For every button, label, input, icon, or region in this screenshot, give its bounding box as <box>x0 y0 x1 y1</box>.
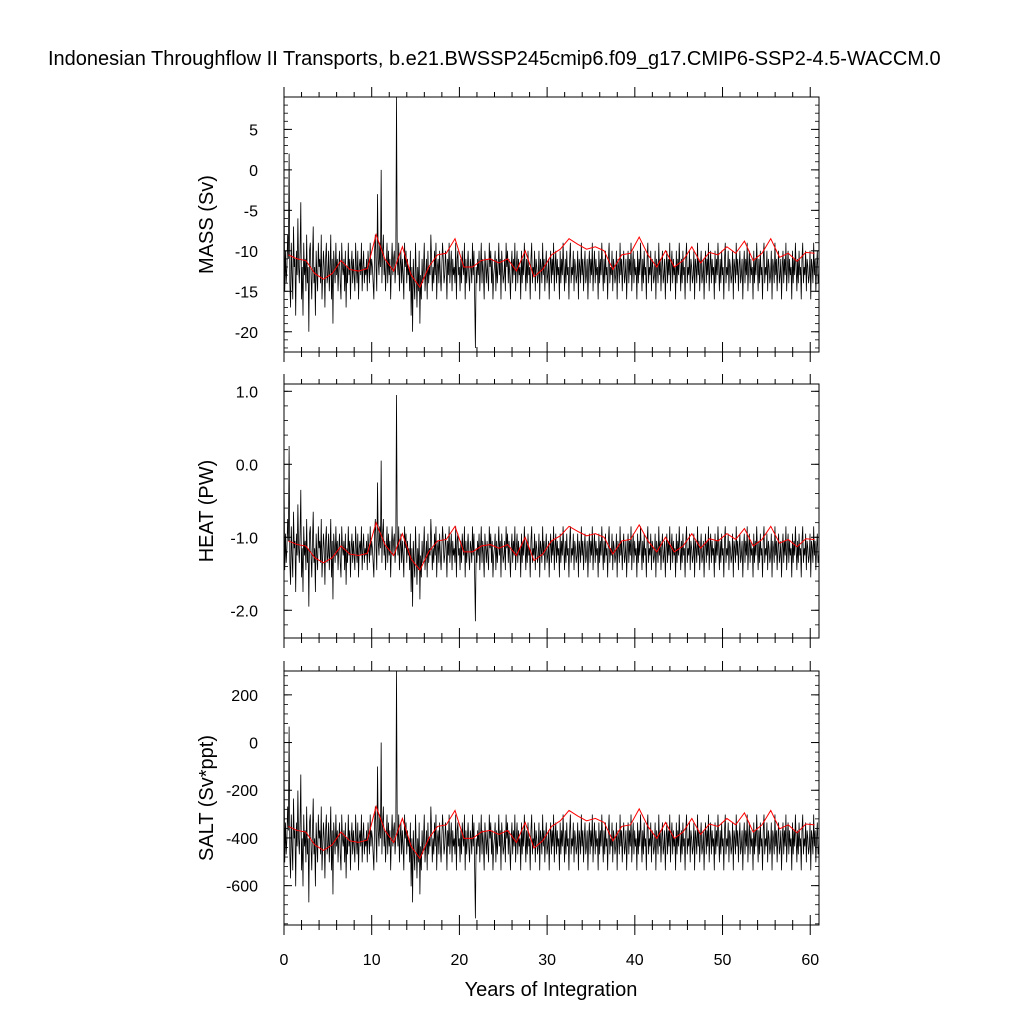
x-tick-label: 30 <box>538 952 556 969</box>
y-tick-label: 200 <box>231 688 258 705</box>
y-axis-label: HEAT (PW) <box>196 460 218 563</box>
series-monthly-line <box>284 671 819 919</box>
plot-frame <box>283 96 820 353</box>
y-tick-label: -20 <box>235 325 258 342</box>
y-tick-label: -1.0 <box>230 530 258 547</box>
plot-frame <box>283 670 820 926</box>
series-monthly-line <box>284 97 819 348</box>
x-tick-label: 50 <box>714 952 732 969</box>
y-axis-label: SALT (Sv*ppt) <box>196 735 218 861</box>
series-annual-line <box>288 521 815 572</box>
y-tick-label: 0.0 <box>236 457 258 474</box>
y-tick-label: 0 <box>249 736 258 753</box>
y-tick-label: -200 <box>226 783 258 800</box>
y-tick-label: -400 <box>226 831 258 848</box>
panel-mass: 5 0 -5 -10 -15 -20 MASS (Sv) <box>196 87 820 362</box>
x-axis-label: Years of Integration <box>465 979 638 1001</box>
series-monthly-line <box>284 394 819 622</box>
x-tick-label: 0 <box>280 952 289 969</box>
y-axis-label: MASS (Sv) <box>196 175 218 274</box>
y-tick-label: 5 <box>249 122 258 139</box>
y-tick-label: -15 <box>235 284 258 301</box>
plot-frame <box>283 383 820 639</box>
y-tick-label: -10 <box>235 244 258 261</box>
x-tick-label: 20 <box>451 952 469 969</box>
x-tick-label: 40 <box>626 952 644 969</box>
y-tick-label: -600 <box>226 879 258 896</box>
series-annual-line <box>288 804 815 860</box>
y-tick-label: 0 <box>249 163 258 180</box>
panel-salt: 200 0 -200 -400 -600 0 10 20 30 40 50 60 SALT (Sv*pp… <box>196 661 820 969</box>
x-tick-label: 60 <box>801 952 819 969</box>
panel-heat: 1.0 0.0 -1.0 -2.0 HEAT (PW) <box>196 374 820 648</box>
chart-title: Indonesian Throughflow II Transports, b.… <box>48 48 941 70</box>
y-tick-label: 1.0 <box>236 384 258 401</box>
series-annual-line <box>288 232 815 289</box>
y-tick-label: -5 <box>244 203 258 220</box>
y-tick-label: -2.0 <box>230 603 258 620</box>
x-tick-label: 10 <box>363 952 381 969</box>
